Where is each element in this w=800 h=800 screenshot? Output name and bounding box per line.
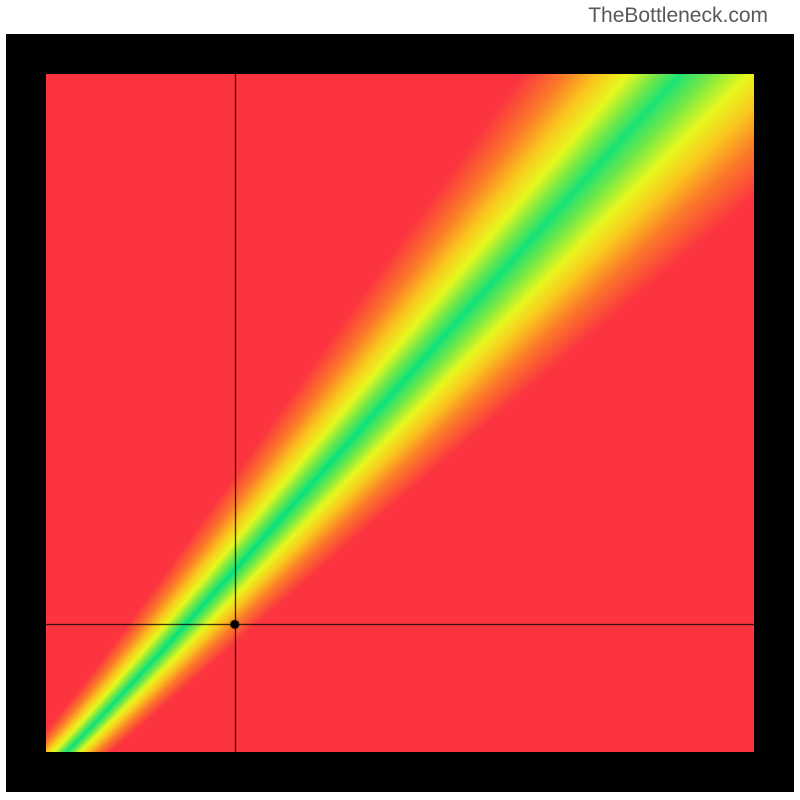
attribution-text: TheBottleneck.com xyxy=(588,4,768,28)
bottleneck-heatmap xyxy=(46,74,754,752)
chart-frame xyxy=(6,34,794,792)
